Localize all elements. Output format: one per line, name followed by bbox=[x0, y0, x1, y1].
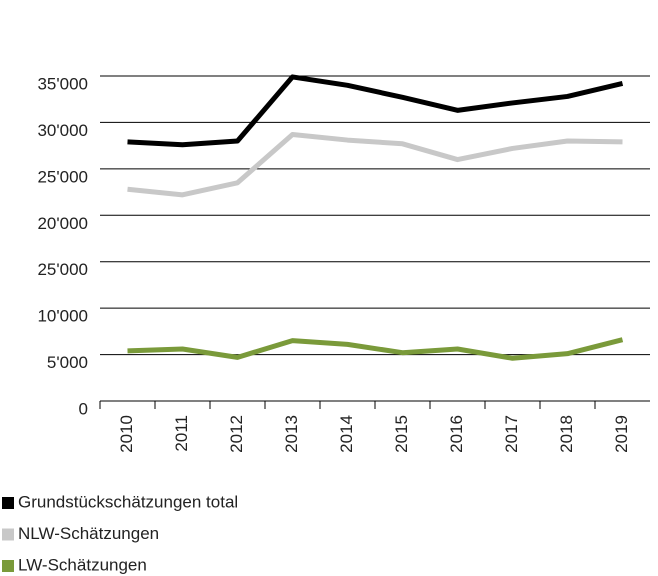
y-tick-label: 0 bbox=[79, 399, 88, 418]
y-tick-label: 35'000 bbox=[37, 74, 88, 93]
x-tick-label: 2010 bbox=[117, 415, 136, 453]
x-tick-label: 2017 bbox=[502, 415, 521, 453]
x-tick-label: 2014 bbox=[337, 415, 356, 453]
series-line bbox=[127, 132, 623, 198]
legend-label: Grundstückschätzungen total bbox=[18, 492, 238, 511]
legend-swatch bbox=[2, 560, 14, 572]
x-tick-label: 2016 bbox=[447, 415, 466, 453]
x-tick-label: 2013 bbox=[282, 415, 301, 453]
y-tick-label: 30'000 bbox=[37, 121, 88, 140]
legend-label: LW-Schätzungen bbox=[18, 555, 147, 574]
y-tick-label: 25'000 bbox=[37, 167, 88, 186]
legend-swatch bbox=[2, 497, 14, 509]
legend-swatch bbox=[2, 528, 14, 541]
y-tick-label: 25'000 bbox=[37, 260, 88, 279]
x-tick-label: 2018 bbox=[557, 415, 576, 453]
x-tick-label: 2012 bbox=[227, 415, 246, 453]
x-tick-label: 2019 bbox=[612, 415, 631, 453]
x-tick-label: 2015 bbox=[392, 415, 411, 453]
y-tick-label: 10'000 bbox=[37, 307, 88, 326]
series-line bbox=[127, 337, 624, 361]
x-tick-label: 2011 bbox=[172, 415, 191, 452]
series-line bbox=[127, 74, 624, 148]
y-tick-label: 20'000 bbox=[37, 214, 88, 233]
y-tick-label: 5'000 bbox=[47, 353, 88, 372]
legend-label: NLW-Schätzungen bbox=[18, 524, 159, 543]
